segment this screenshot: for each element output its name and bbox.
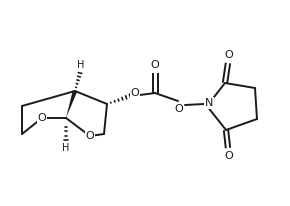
Text: O: O <box>86 131 94 141</box>
Polygon shape <box>66 90 77 118</box>
Text: O: O <box>175 104 183 114</box>
Text: O: O <box>38 113 46 123</box>
Text: O: O <box>130 88 139 98</box>
Text: N: N <box>205 98 213 108</box>
Text: O: O <box>225 151 233 161</box>
Text: H: H <box>62 143 70 153</box>
Text: H: H <box>77 60 85 70</box>
Text: O: O <box>225 50 233 60</box>
Text: O: O <box>151 60 160 70</box>
